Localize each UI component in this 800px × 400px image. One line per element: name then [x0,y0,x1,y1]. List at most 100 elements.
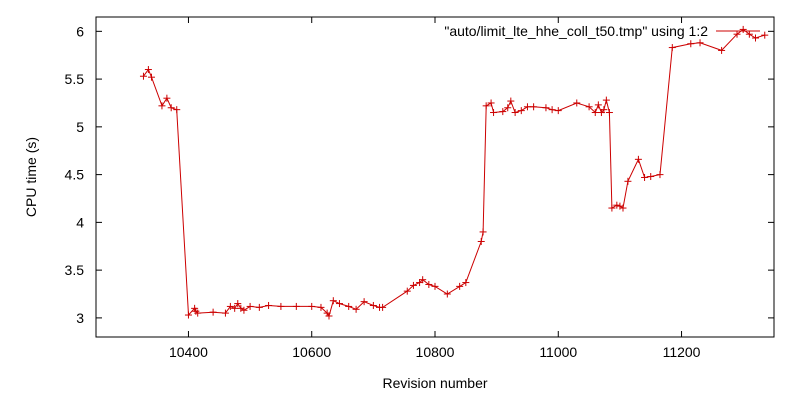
data-point [246,302,254,310]
data-point [379,303,387,311]
data-point [605,109,613,117]
data-point [591,109,599,117]
data-point [530,103,538,111]
x-tick-label: 11200 [663,344,701,360]
data-point [477,237,485,245]
data-point [443,290,451,298]
data-point [752,34,760,42]
y-tick-label: 4 [76,214,84,230]
data-point [369,301,377,309]
data-point [431,282,439,290]
x-tick-label: 11000 [539,344,577,360]
data-point [317,303,325,311]
data-point [325,312,333,320]
data-point [602,96,610,104]
data-point [600,106,608,114]
data-point [542,104,550,112]
data-point [360,298,368,306]
data-point [479,228,487,236]
x-tick-label: 10400 [169,344,208,360]
data-point [641,173,649,181]
x-tick-label: 10800 [416,344,455,360]
y-tick-label: 5.5 [65,71,85,87]
data-point [718,46,726,54]
data-point [403,287,411,295]
data-point [585,103,593,111]
data-point [221,309,229,317]
data-point [761,31,769,39]
data-point [696,39,704,47]
data-point [226,302,234,310]
data-point [184,311,192,319]
legend-series-label: "auto/limit_lte_hhe_coll_t50.tmp" using … [444,23,708,39]
data-point [624,177,632,185]
data-point [173,106,181,114]
data-point [616,202,624,210]
x-axis-label: Revision number [382,375,487,391]
y-axis-ticks: 3 3.5 4 4.5 5 5.5 6 [65,23,774,326]
data-point [345,302,353,310]
data-point [409,281,417,289]
y-tick-label: 3 [76,310,84,326]
data-point [194,309,202,317]
x-tick-label: 10600 [292,344,331,360]
data-point [335,300,343,308]
data-point [416,279,424,287]
data-point [425,280,433,288]
y-tick-label: 5 [76,119,84,135]
data-point [687,40,695,48]
data-point [745,30,753,38]
data-point [329,297,337,305]
data-point [490,109,498,117]
data-point [507,97,515,105]
data-point [656,171,664,179]
data-point [240,306,248,314]
data-point [487,99,495,107]
data-point [668,44,676,52]
x-axis-ticks: 10400 10600 10800 11000 11200 [169,17,701,360]
data-point [594,101,602,109]
data-point [739,25,747,33]
y-axis-label: CPU time (s) [23,137,39,217]
data-point [456,282,464,290]
data-point [144,66,152,74]
data-point [139,72,147,80]
data-point [517,107,525,115]
data-point [419,276,427,284]
data-point [511,109,519,117]
data-point [504,104,512,112]
data-point [234,300,242,308]
data-point [573,99,581,107]
data-point [462,279,470,287]
data-point [292,302,300,310]
data-point [147,73,155,81]
data-point [209,308,217,316]
data-point [167,104,175,112]
data-point [163,94,171,102]
data-point [237,304,245,312]
data-point [554,107,562,115]
data-point [265,301,273,309]
data-point [647,173,655,181]
data-point [733,30,741,38]
data-point [634,155,642,163]
y-tick-label: 4.5 [65,167,85,183]
data-point [255,303,263,311]
data-point [308,302,316,310]
data-point [608,204,616,212]
data-point [231,304,239,312]
data-point [548,106,556,114]
y-tick-label: 3.5 [65,262,85,278]
series-line [143,28,765,318]
data-point [523,103,531,111]
data-point [158,102,166,110]
data-point [352,305,360,313]
data-point [619,204,627,212]
data-point [191,304,199,312]
data-point [613,201,621,209]
legend: "auto/limit_lte_hhe_coll_t50.tmp" using … [444,23,760,39]
data-point [499,108,507,116]
data-point [277,302,285,310]
y-tick-label: 6 [76,23,84,39]
